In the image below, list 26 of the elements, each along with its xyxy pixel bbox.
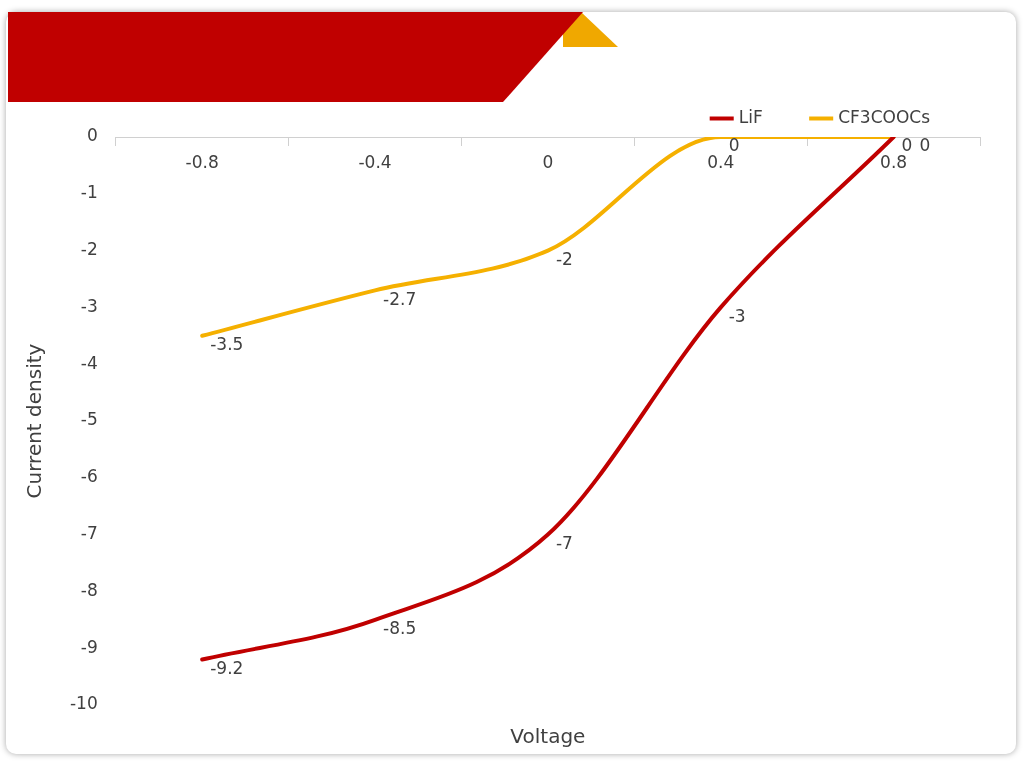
data-label: 0	[919, 135, 931, 156]
x-tick-label: 0	[542, 151, 554, 172]
data-label: -9.2	[210, 657, 244, 678]
legend-label: LiF	[738, 106, 763, 127]
y-tick-label: -8	[80, 579, 98, 600]
data-label: -3.5	[210, 334, 244, 355]
y-tick-label: -5	[80, 409, 98, 430]
y-tick-label: -2	[80, 239, 98, 260]
y-tick-label: 0	[86, 125, 98, 146]
legend-label: CF3COOCs	[838, 106, 931, 127]
data-label: -8.5	[383, 618, 417, 639]
y-tick-label: -3	[80, 295, 98, 316]
y-axis-title: Current density	[22, 343, 47, 499]
y-tick-label: -7	[80, 523, 98, 544]
y-tick-label: -4	[80, 352, 98, 373]
y-tick-label: -10	[69, 693, 98, 714]
x-tick-label: -0.4	[358, 151, 392, 172]
data-label: -3	[728, 305, 746, 326]
x-axis-title: Voltage	[510, 724, 586, 749]
data-label: -7	[555, 533, 573, 554]
data-label: -2.7	[383, 288, 417, 309]
y-tick-label: -6	[80, 466, 98, 487]
data-label: -2	[555, 249, 573, 270]
y-tick-label: -9	[80, 636, 98, 657]
y-tick-label: -1	[80, 182, 98, 203]
x-tick-label: -0.8	[185, 151, 219, 172]
